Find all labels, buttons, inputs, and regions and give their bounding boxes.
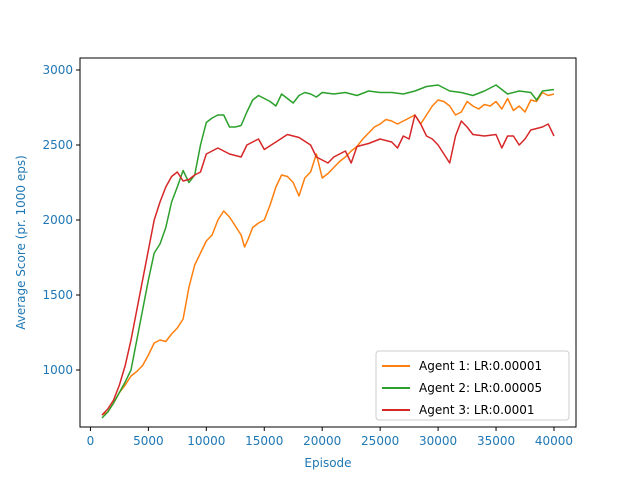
y-tick-label: 1500 xyxy=(42,288,73,302)
x-tick-label: 30000 xyxy=(419,434,457,448)
x-axis-ticks: 0 5000 10000 15000 20000 25000 30000 35000 40000 xyxy=(87,427,573,448)
series-line-agent-2 xyxy=(101,84,555,419)
x-tick-label: 10000 xyxy=(187,434,225,448)
y-axis-ticks: 1000 1500 2000 2500 3000 xyxy=(42,63,80,377)
x-axis-label: Episode xyxy=(304,456,351,470)
x-tick-label: 15000 xyxy=(245,434,283,448)
plot-frame xyxy=(79,57,577,428)
legend-label-agent-2: Agent 2: LR:0.00005 xyxy=(419,381,542,395)
y-axis-label: Average Score (pr. 1000 eps) xyxy=(14,155,28,330)
plot-lines xyxy=(101,84,555,419)
y-tick-label: 2000 xyxy=(42,213,73,227)
x-tick-label: 0 xyxy=(87,434,95,448)
y-tick-label: 3000 xyxy=(42,63,73,77)
x-tick-label: 35000 xyxy=(477,434,515,448)
legend-box xyxy=(375,350,570,421)
series-line-agent-3 xyxy=(101,114,555,416)
x-tick-label: 25000 xyxy=(361,434,399,448)
x-tick-label: 40000 xyxy=(535,434,573,448)
y-tick-label: 1000 xyxy=(42,363,73,377)
y-tick-label: 2500 xyxy=(42,138,73,152)
legend-label-agent-3: Agent 3: LR:0.0001 xyxy=(419,403,535,417)
legend-label-agent-1: Agent 1: LR:0.00001 xyxy=(419,359,542,373)
x-tick-label: 5000 xyxy=(133,434,164,448)
series-line-agent-1 xyxy=(101,91,555,416)
legend: Agent 1: LR:0.00001 Agent 2: LR:0.00005 Ag… xyxy=(375,350,570,421)
x-tick-label: 20000 xyxy=(303,434,341,448)
